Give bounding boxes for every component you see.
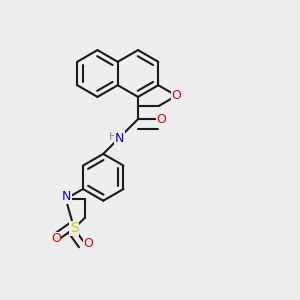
Text: O: O [83, 237, 93, 250]
Text: O: O [172, 89, 182, 102]
Text: N: N [62, 190, 71, 203]
Text: N: N [115, 132, 124, 145]
Text: S: S [70, 221, 79, 236]
Text: O: O [157, 112, 166, 126]
Text: O: O [51, 232, 61, 245]
Text: H: H [109, 132, 117, 142]
